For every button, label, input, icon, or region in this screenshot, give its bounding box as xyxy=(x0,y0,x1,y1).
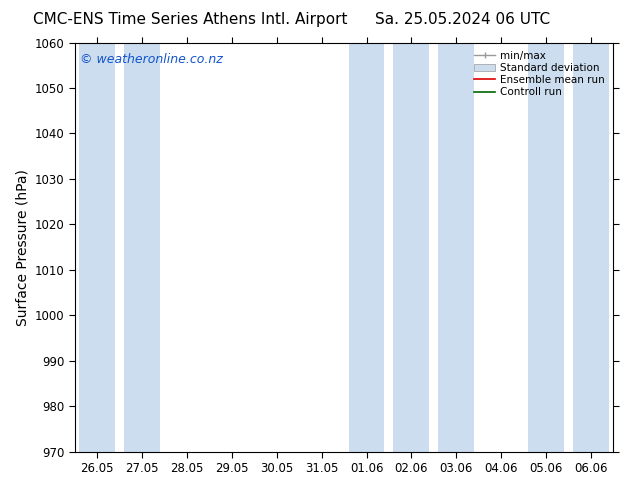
Legend: min/max, Standard deviation, Ensemble mean run, Controll run: min/max, Standard deviation, Ensemble me… xyxy=(471,48,608,100)
Bar xyxy=(79,43,115,452)
Text: Sa. 25.05.2024 06 UTC: Sa. 25.05.2024 06 UTC xyxy=(375,12,550,27)
Text: © weatheronline.co.nz: © weatheronline.co.nz xyxy=(80,53,223,66)
Y-axis label: Surface Pressure (hPa): Surface Pressure (hPa) xyxy=(15,169,29,325)
Bar xyxy=(394,43,429,452)
Bar xyxy=(528,43,564,452)
Bar xyxy=(573,43,609,452)
Bar xyxy=(438,43,474,452)
Text: CMC-ENS Time Series Athens Intl. Airport: CMC-ENS Time Series Athens Intl. Airport xyxy=(33,12,347,27)
Bar xyxy=(349,43,384,452)
Bar xyxy=(124,43,160,452)
